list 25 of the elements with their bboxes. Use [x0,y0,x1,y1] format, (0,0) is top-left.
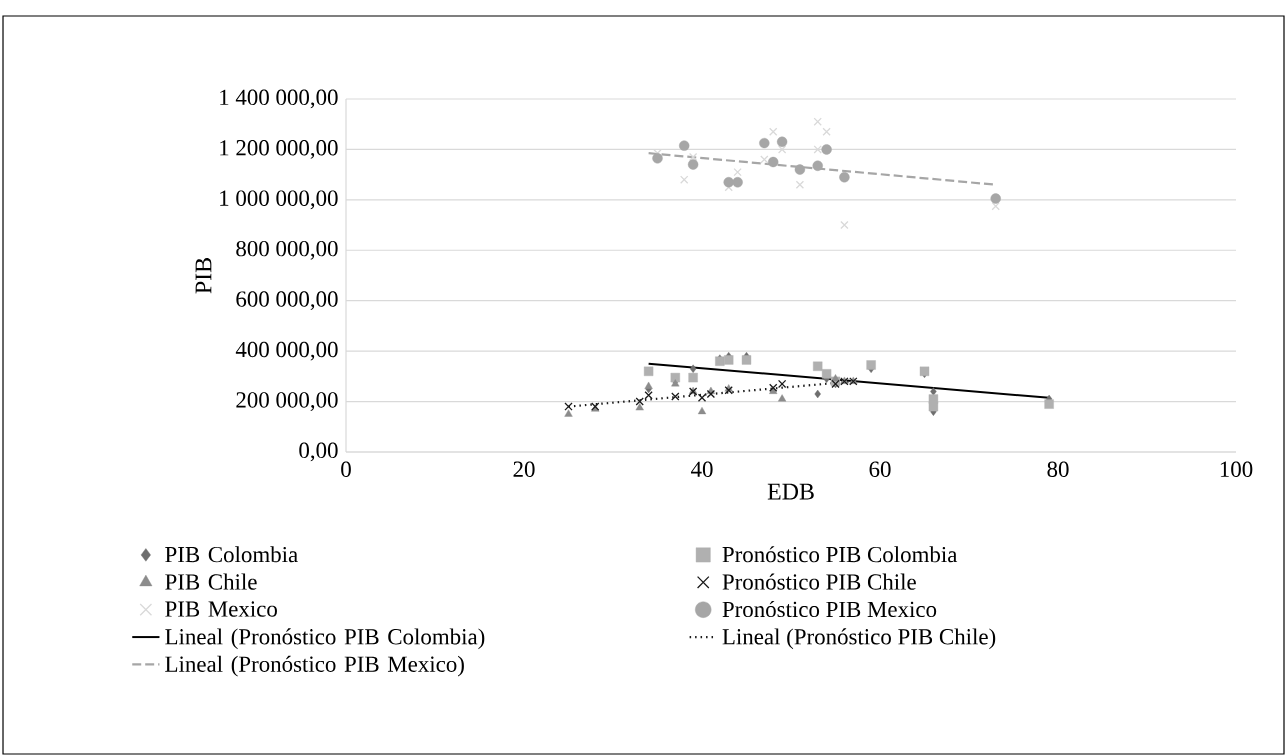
x-tick-label: 60 [869,461,891,477]
x-axis-title: EDB [767,483,814,500]
x-tick-label: 100 [1220,461,1253,477]
y-tick-label: 1 400 000,00 [220,89,338,109]
y-tick-label: 600 000,00 [236,291,338,311]
y-tick-label: 200 000,00 [236,392,338,411]
y-tick-label: 1 200 000,00 [220,140,338,159]
x-tick-label: 80 [1047,461,1069,477]
x-tick-label: 0 [341,461,351,477]
y-axis-title: PIB [195,258,212,294]
y-tick-label: 800 000,00 [236,240,338,260]
y-tick-label: 400 000,00 [235,341,338,361]
legend-label: PIB Chile [165,573,257,590]
x-tick-label: 20 [513,461,535,477]
legend-label: Lineal (Pronóstico PIB Chile) [722,628,996,650]
legend-label: Pronóstico PIB Mexico [722,600,937,618]
legend-label: PIB Mexico [165,601,277,617]
legend-label: Lineal (Pronóstico PIB Colombia) [165,628,485,650]
y-tick-label: 1 000 000,00 [220,190,338,210]
legend-label: Pronóstico PIB Colombia [722,546,958,563]
legend-label: Pronóstico PIB Chile [722,573,916,590]
legend-label: PIB Colombia [165,546,298,563]
y-tick-label: 0,00 [299,442,338,462]
x-tick-label: 40 [691,461,713,477]
legend-label: Lineal (Pronóstico PIB Mexico) [165,655,464,677]
